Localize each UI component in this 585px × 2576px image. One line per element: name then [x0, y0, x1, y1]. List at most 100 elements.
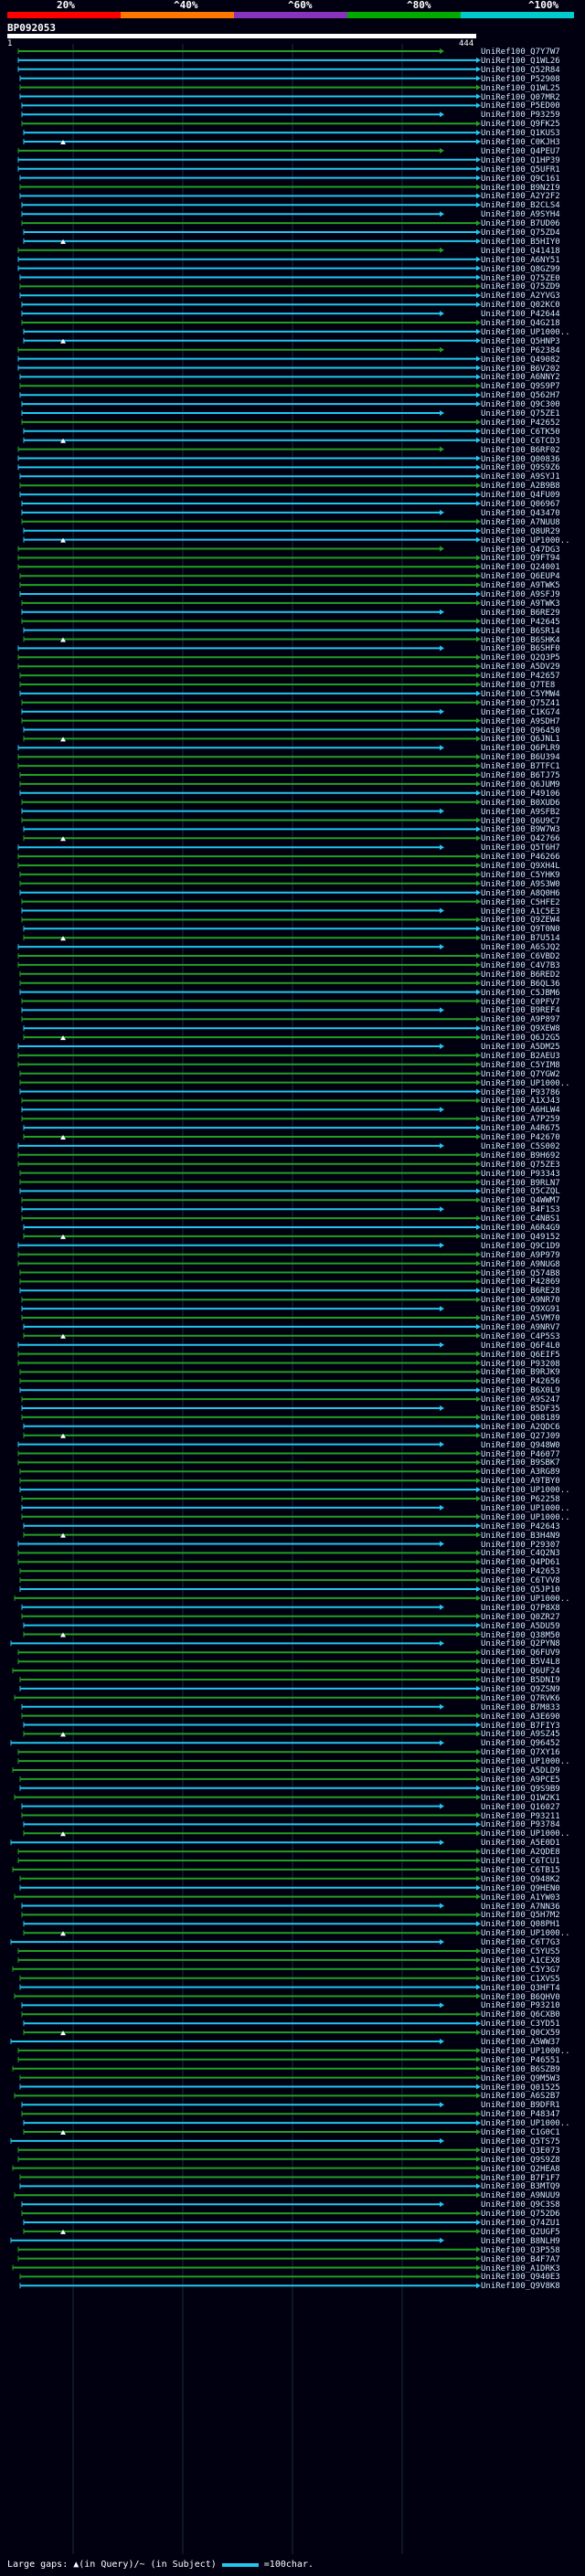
hit-label[interactable]: UniRef100_Q9S9B9 [481, 1784, 560, 1794]
hit-label[interactable]: UniRef100_Q96452 [481, 1739, 560, 1749]
hit-label[interactable]: UniRef100_Q06967 [481, 500, 560, 509]
hit-label[interactable]: UniRef100_Q9S9P7 [481, 382, 560, 392]
hit-label[interactable]: UniRef100_Q9XEW8 [481, 1024, 560, 1034]
hit-label[interactable]: UniRef100_Q07MR2 [481, 92, 560, 102]
hit-label[interactable]: UniRef100_B6SZB9 [481, 2064, 560, 2074]
hit-label[interactable]: UniRef100_Q5JP10 [481, 1585, 560, 1595]
hit-label[interactable]: UniRef100_Q7RVK6 [481, 1693, 560, 1703]
hit-label[interactable]: UniRef100_Q5UFR1 [481, 164, 560, 175]
hit-label[interactable]: UniRef100_P93786 [481, 1087, 560, 1097]
hit-label[interactable]: UniRef100_A9NUG8 [481, 1259, 560, 1269]
hit-label[interactable]: UniRef100_P93210 [481, 2001, 560, 2011]
hit-label[interactable]: UniRef100_C5YHK9 [481, 870, 560, 880]
hit-label[interactable]: UniRef100_A6R4G9 [481, 1224, 560, 1233]
hit-label[interactable]: UniRef100_C6VBD2 [481, 952, 560, 961]
hit-label[interactable]: UniRef100_A5VM70 [481, 1314, 560, 1323]
hit-label[interactable]: UniRef100_Q8GZ99 [481, 264, 560, 274]
hit-label[interactable]: UniRef100_Q75ZE0 [481, 273, 560, 283]
hit-label[interactable]: UniRef100_Q42766 [481, 834, 560, 844]
hit-label[interactable]: UniRef100_P42652 [481, 418, 560, 428]
hit-label[interactable]: UniRef100_Q6UF24 [481, 1667, 560, 1677]
hit-label[interactable]: UniRef100_C1XVS5 [481, 1974, 560, 1984]
hit-label[interactable]: UniRef100_Q5HNP3 [481, 336, 560, 346]
hit-label[interactable]: UniRef100_Q940E3 [481, 2273, 560, 2283]
hit-label[interactable]: UniRef100_B6RED2 [481, 970, 560, 980]
hit-label[interactable]: UniRef100_C6TVV8 [481, 1576, 560, 1586]
hit-label[interactable]: UniRef100_A3RG89 [481, 1468, 560, 1478]
hit-label[interactable]: UniRef100_Q4PD61 [481, 1558, 560, 1568]
hit-label[interactable]: UniRef100_P29307 [481, 1540, 560, 1550]
hit-label[interactable]: UniRef100_P42645 [481, 617, 560, 627]
hit-label[interactable]: UniRef100_Q7P8X8 [481, 1603, 560, 1613]
hit-label[interactable]: UniRef100_A9S3W0 [481, 879, 560, 889]
hit-label[interactable]: UniRef100_Q75ZD4 [481, 228, 560, 238]
hit-label[interactable]: UniRef100_Q9HEN0 [481, 1883, 560, 1893]
hit-label[interactable]: UniRef100_A2Y2F2 [481, 192, 560, 202]
hit-label[interactable]: UniRef100_Q752D6 [481, 2210, 560, 2220]
hit-label[interactable]: UniRef100_A9P979 [481, 1250, 560, 1260]
hit-label[interactable]: UniRef100_A1C5E3 [481, 906, 560, 917]
hit-label[interactable]: UniRef100_P52908 [481, 74, 560, 84]
hit-label[interactable]: UniRef100_UP1000.. [481, 1757, 570, 1767]
hit-label[interactable]: UniRef100_C1G0C1 [481, 2128, 560, 2137]
hit-label[interactable]: UniRef100_C6TCU1 [481, 1857, 560, 1866]
hit-label[interactable]: UniRef100_A9NR70 [481, 1296, 560, 1306]
hit-label[interactable]: UniRef100_Q9XG91 [481, 1305, 560, 1315]
hit-label[interactable]: UniRef100_P46551 [481, 2055, 560, 2065]
hit-label[interactable]: UniRef100_UP1000.. [481, 1486, 570, 1496]
hit-label[interactable]: UniRef100_B9N2I9 [481, 183, 560, 193]
hit-label[interactable]: UniRef100_UP1000.. [481, 1512, 570, 1522]
hit-label[interactable]: UniRef100_Q3HFT4 [481, 1983, 560, 1993]
hit-label[interactable]: UniRef100_Q24001 [481, 563, 560, 573]
hit-label[interactable]: UniRef100_Q00836 [481, 454, 560, 464]
hit-label[interactable]: UniRef100_P93208 [481, 1359, 560, 1369]
hit-label[interactable]: UniRef100_UP1000.. [481, 535, 570, 546]
hit-label[interactable]: UniRef100_Q16027 [481, 1802, 560, 1812]
hit-label[interactable]: UniRef100_A2YVG3 [481, 292, 560, 302]
hit-label[interactable]: UniRef100_UP1000.. [481, 1594, 570, 1604]
hit-label[interactable]: UniRef100_Q9ZSN9 [481, 1684, 560, 1694]
hit-label[interactable]: UniRef100_Q75ZD9 [481, 282, 560, 292]
hit-label[interactable]: UniRef100_C4V7B3 [481, 960, 560, 970]
hit-label[interactable]: UniRef100_A9SYH4 [481, 210, 560, 220]
hit-label[interactable]: UniRef100_P42670 [481, 1133, 560, 1142]
hit-label[interactable]: UniRef100_Q0ZR27 [481, 1612, 560, 1622]
hit-label[interactable]: UniRef100_A1DRK3 [481, 2263, 560, 2274]
hit-label[interactable]: UniRef100_C5YMW4 [481, 689, 560, 699]
hit-label[interactable]: UniRef100_Q4FU09 [481, 491, 560, 501]
hit-label[interactable]: UniRef100_P62258 [481, 1495, 560, 1504]
hit-label[interactable]: UniRef100_P62384 [481, 345, 560, 355]
hit-label[interactable]: UniRef100_Q9ZEW4 [481, 916, 560, 926]
hit-label[interactable]: UniRef100_A9NUU9 [481, 2191, 560, 2201]
hit-label[interactable]: UniRef100_B8NLH9 [481, 2236, 560, 2246]
hit-label[interactable]: UniRef100_B6SR14 [481, 626, 560, 636]
hit-label[interactable]: UniRef100_A9SYJ1 [481, 472, 560, 482]
hit-label[interactable]: UniRef100_A9SDH7 [481, 716, 560, 726]
hit-label[interactable]: UniRef100_B6U394 [481, 753, 560, 763]
hit-label[interactable]: UniRef100_B7UD06 [481, 219, 560, 229]
hit-label[interactable]: UniRef100_A5DLD9 [481, 1766, 560, 1776]
hit-label[interactable]: UniRef100_B2AEU3 [481, 1051, 560, 1061]
hit-label[interactable]: UniRef100_B6TJ75 [481, 771, 560, 780]
hit-label[interactable]: UniRef100_A9NRV7 [481, 1322, 560, 1332]
hit-label[interactable]: UniRef100_P5ED00 [481, 101, 560, 111]
hit-label[interactable]: UniRef100_B7TFC1 [481, 762, 560, 772]
hit-label[interactable]: UniRef100_B9DFR1 [481, 2101, 560, 2111]
hit-label[interactable]: UniRef100_Q6FUV9 [481, 1648, 560, 1659]
hit-label[interactable]: UniRef100_P42656 [481, 1377, 560, 1387]
hit-label[interactable]: UniRef100_Q9C3S8 [481, 2200, 560, 2210]
hit-label[interactable]: UniRef100_C6TCD3 [481, 436, 560, 446]
hit-label[interactable]: UniRef100_A5DV29 [481, 663, 560, 673]
hit-label[interactable]: UniRef100_Q4PEU7 [481, 146, 560, 156]
hit-label[interactable]: UniRef100_B9SBK7 [481, 1458, 560, 1468]
hit-label[interactable]: UniRef100_B4F1S3 [481, 1205, 560, 1215]
hit-label[interactable]: UniRef100_Q7TE8 [481, 681, 556, 690]
hit-label[interactable]: UniRef100_B3H4N9 [481, 1531, 560, 1541]
hit-label[interactable]: UniRef100_Q5T6H7 [481, 843, 560, 853]
hit-label[interactable]: UniRef100_B6RE29 [481, 608, 560, 618]
hit-label[interactable]: UniRef100_C5YIM8 [481, 1060, 560, 1070]
hit-label[interactable]: UniRef100_Q41418 [481, 246, 560, 256]
hit-label[interactable]: UniRef100_A9SFJ9 [481, 590, 560, 599]
hit-label[interactable]: UniRef100_A4R675 [481, 1124, 560, 1134]
hit-label[interactable]: UniRef100_P93343 [481, 1169, 560, 1179]
